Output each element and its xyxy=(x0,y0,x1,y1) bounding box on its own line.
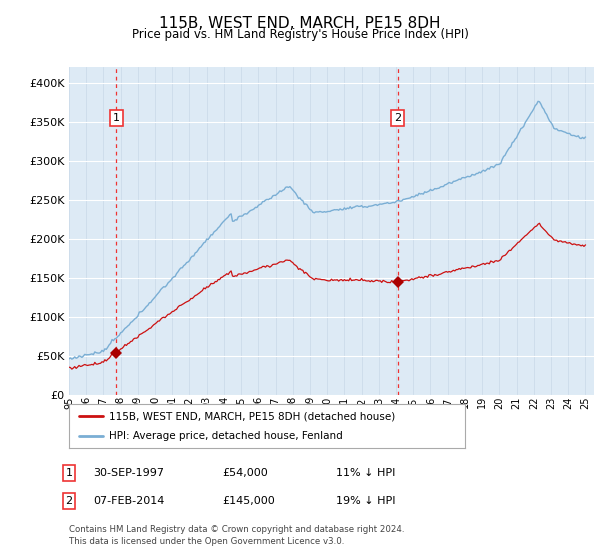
Text: 30-SEP-1997: 30-SEP-1997 xyxy=(93,468,164,478)
Text: 2: 2 xyxy=(65,496,73,506)
Text: 2: 2 xyxy=(394,113,401,123)
Text: 115B, WEST END, MARCH, PE15 8DH: 115B, WEST END, MARCH, PE15 8DH xyxy=(159,16,441,31)
Text: Price paid vs. HM Land Registry's House Price Index (HPI): Price paid vs. HM Land Registry's House … xyxy=(131,28,469,41)
Text: £54,000: £54,000 xyxy=(222,468,268,478)
Text: 11% ↓ HPI: 11% ↓ HPI xyxy=(336,468,395,478)
Text: 115B, WEST END, MARCH, PE15 8DH (detached house): 115B, WEST END, MARCH, PE15 8DH (detache… xyxy=(109,411,395,421)
Text: 07-FEB-2014: 07-FEB-2014 xyxy=(93,496,164,506)
Text: £145,000: £145,000 xyxy=(222,496,275,506)
Text: HPI: Average price, detached house, Fenland: HPI: Average price, detached house, Fenl… xyxy=(109,431,343,441)
Text: 1: 1 xyxy=(65,468,73,478)
Text: Contains HM Land Registry data © Crown copyright and database right 2024.
This d: Contains HM Land Registry data © Crown c… xyxy=(69,525,404,546)
Text: 1: 1 xyxy=(113,113,120,123)
Text: 19% ↓ HPI: 19% ↓ HPI xyxy=(336,496,395,506)
